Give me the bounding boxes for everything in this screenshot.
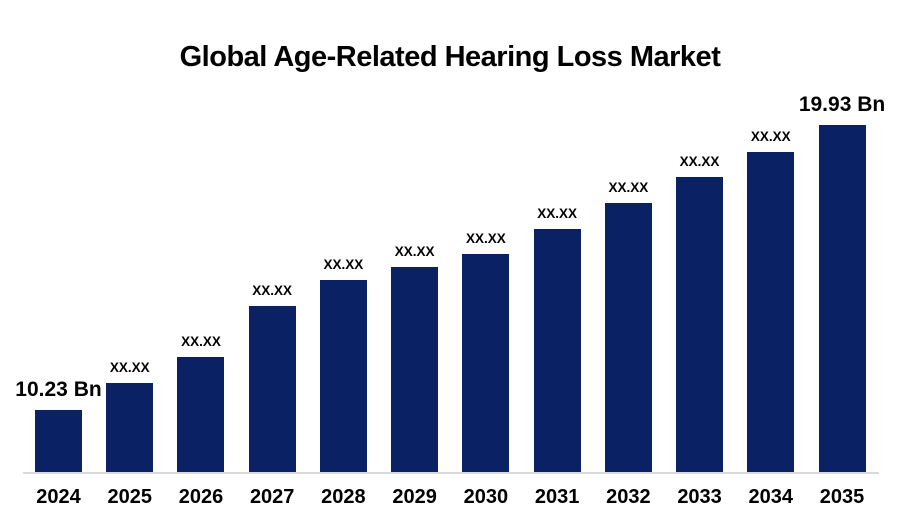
bar-2029: [391, 266, 439, 472]
bar-2024: [35, 409, 82, 472]
value-label-2030: XX.XX: [465, 231, 506, 247]
x-tick-label-2028: 2028: [321, 486, 366, 508]
value-label-2033: XX.XX: [679, 154, 720, 170]
value-label-2031: XX.XX: [537, 205, 577, 221]
x-tick-label-2034: 2034: [748, 486, 794, 508]
chart-title: Global Age-Related Hearing Loss Market: [179, 41, 721, 74]
x-tick-label-2025: 2025: [107, 486, 152, 508]
value-label-2026: XX.XX: [181, 334, 221, 350]
x-tick-label-2033: 2033: [677, 486, 722, 508]
bar-2034: [747, 151, 795, 472]
value-label-2025: XX.XX: [109, 359, 150, 375]
x-axis-line: [23, 472, 879, 474]
x-tick-label-2027: 2027: [249, 486, 295, 508]
bar-2028: [319, 280, 367, 472]
bar-2030: [462, 254, 510, 472]
value-label-2029: XX.XX: [394, 243, 435, 259]
x-tick-label-2024: 2024: [36, 486, 81, 508]
x-tick-label-2030: 2030: [463, 486, 509, 508]
bar-2033: [676, 177, 724, 472]
x-tick-label-2035: 2035: [819, 486, 865, 508]
x-tick-label-2029: 2029: [392, 486, 437, 508]
bar-2026: [177, 357, 225, 472]
value-label-2028: XX.XX: [323, 257, 364, 273]
bar-2032: [604, 203, 652, 472]
value-label-2027: XX.XX: [252, 283, 293, 299]
value-label-2035: 19.93 Bn: [798, 93, 886, 117]
value-label-2032: XX.XX: [608, 180, 649, 196]
bar-2027: [248, 306, 296, 472]
x-tick-label-2032: 2032: [606, 486, 651, 508]
x-tick-label-2031: 2031: [534, 486, 580, 508]
x-tick-label-2026: 2026: [178, 486, 224, 508]
bar-2025: [106, 382, 154, 472]
bar-2035: [818, 125, 866, 472]
value-label-2034: XX.XX: [750, 128, 791, 144]
value-label-2024: 10.23 Bn: [15, 377, 102, 401]
bar-2031: [533, 228, 581, 472]
